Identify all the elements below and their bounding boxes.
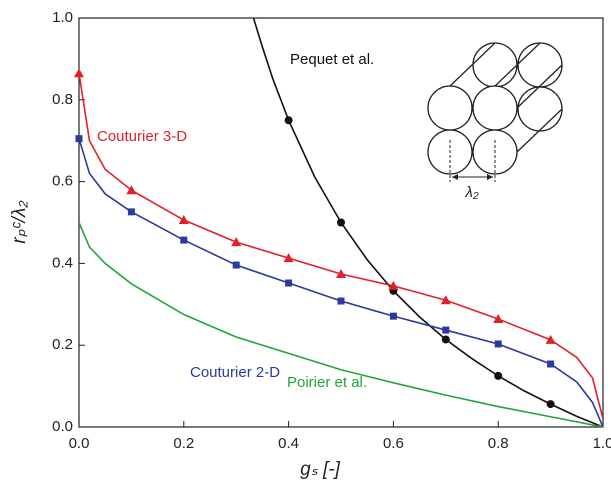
- y-tick-label: 0.0: [52, 418, 73, 435]
- marker: [283, 253, 294, 263]
- marker: [126, 185, 137, 195]
- marker: [232, 261, 240, 269]
- y-tick-label: 1.0: [52, 9, 73, 26]
- marker: [337, 297, 345, 305]
- marker: [547, 360, 555, 368]
- y-tick-label: 0.4: [52, 254, 73, 271]
- marker: [127, 208, 135, 216]
- x-tick-label: 0.0: [69, 435, 90, 452]
- y-tick-label: 0.2: [52, 336, 73, 353]
- marker: [494, 340, 502, 348]
- marker: [74, 68, 84, 78]
- inset-label: λ₂: [464, 184, 478, 201]
- x-axis-label: gₛ [-]: [300, 459, 341, 480]
- inset-diagram: λ₂: [427, 42, 563, 201]
- marker: [75, 135, 83, 143]
- marker: [388, 280, 399, 290]
- marker: [440, 295, 451, 305]
- x-tick-label: 0.2: [173, 435, 194, 452]
- marker: [178, 215, 189, 225]
- series-label: Couturier 3-D: [97, 128, 187, 145]
- marker: [337, 218, 345, 227]
- marker: [284, 116, 293, 125]
- series-label: Couturier 2-D: [190, 364, 280, 381]
- marker: [180, 236, 188, 244]
- marker: [336, 269, 346, 279]
- y-tick-label: 0.8: [52, 91, 73, 108]
- series-line: [252, 18, 603, 427]
- x-tick-label: 0.6: [383, 435, 404, 452]
- x-tick-label: 0.8: [488, 435, 509, 452]
- marker: [442, 326, 450, 334]
- y-axis-label: rₚᶜ/λ₂: [9, 200, 30, 244]
- marker: [494, 371, 503, 380]
- marker: [441, 335, 450, 344]
- y-tick-label: 0.6: [52, 173, 73, 190]
- series-label: Pequet et al.: [290, 51, 374, 68]
- marker: [389, 312, 397, 320]
- series-line: [79, 222, 603, 427]
- marker: [493, 314, 504, 324]
- marker: [546, 400, 555, 409]
- series-label: Poirier et al.: [287, 374, 367, 391]
- x-tick-label: 1.0: [593, 435, 611, 452]
- marker: [545, 334, 556, 344]
- marker: [285, 279, 293, 287]
- x-tick-label: 0.4: [278, 435, 299, 452]
- marker: [231, 237, 242, 247]
